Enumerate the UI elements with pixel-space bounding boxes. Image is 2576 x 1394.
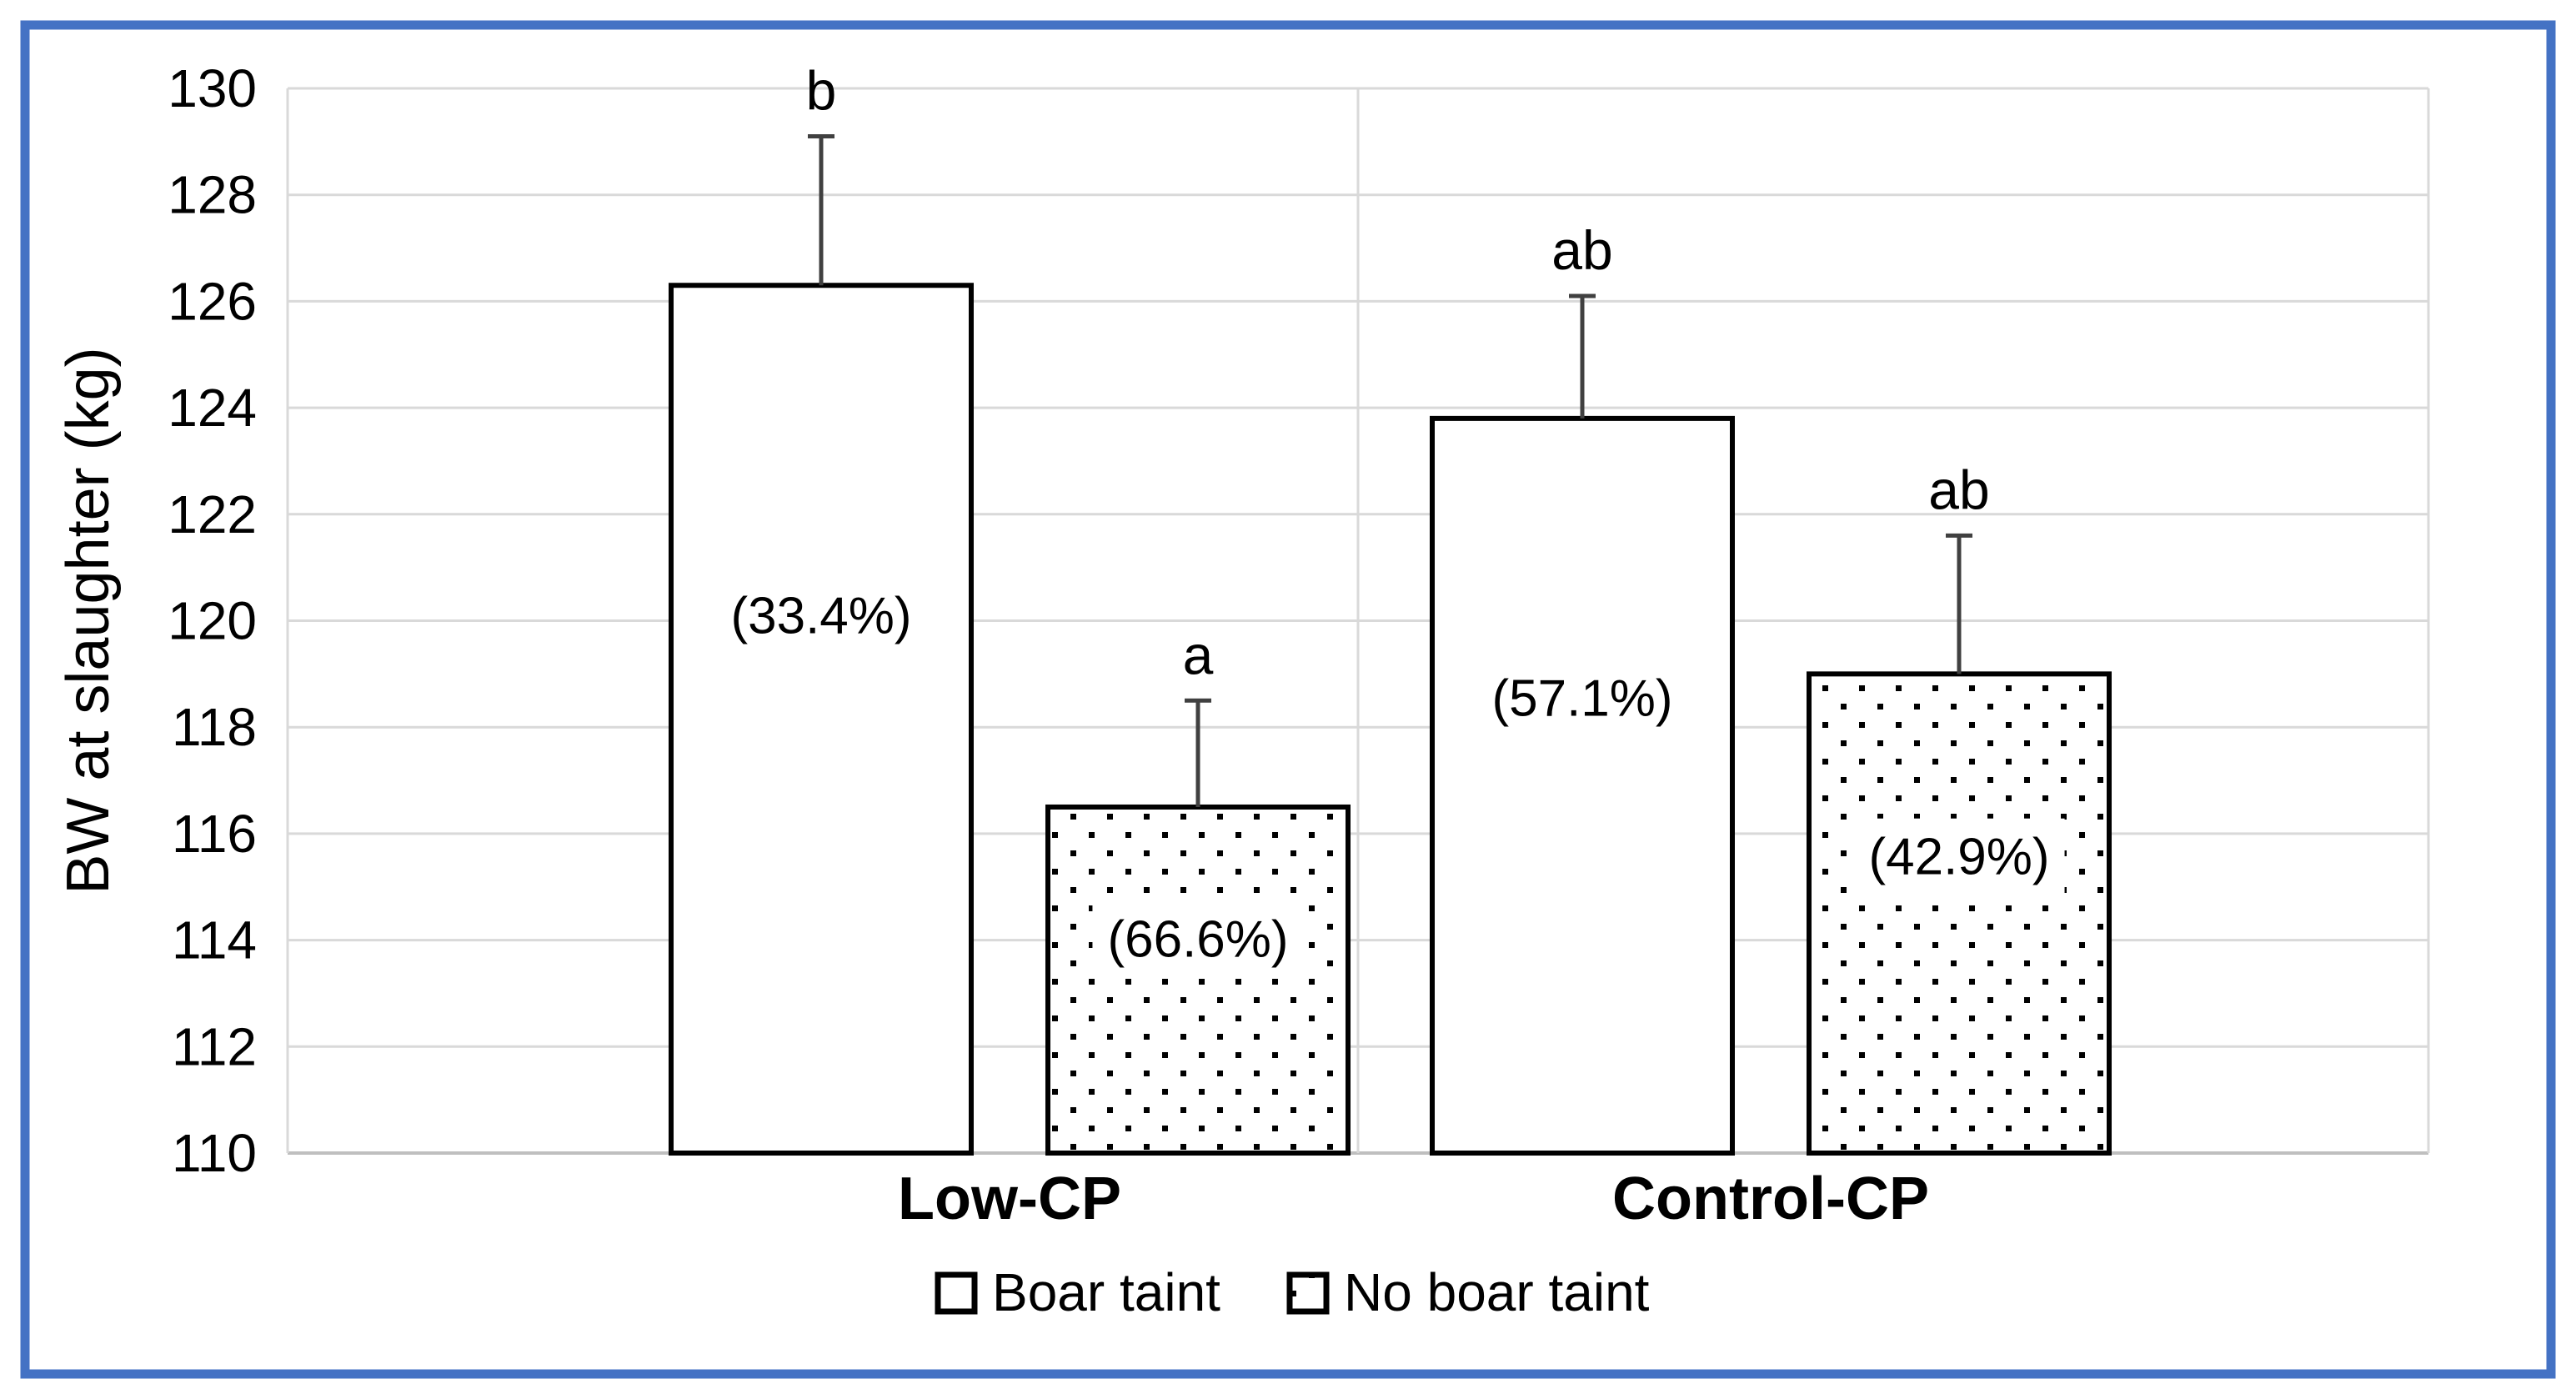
bar-label-low-cp-boar-taint: (33.4%)	[730, 588, 911, 645]
bar-label-background-control-cp-no-boar-taint	[1853, 818, 2065, 896]
sig-letter-control-cp-boar-taint: ab	[1551, 219, 1612, 281]
significance-letters: b a ab ab	[806, 59, 1990, 685]
bar-label-control-cp-boar-taint: (57.1%)	[1491, 670, 1672, 728]
figure-border	[20, 20, 2556, 1379]
bar-low-cp-boar-taint	[669, 283, 974, 1156]
sig-letter-low-cp-no-boar-taint: a	[1183, 624, 1214, 685]
y-tick-label-126: 126	[168, 271, 257, 331]
bar-label-background-control-cp-boar-taint	[1476, 659, 1688, 738]
y-tick-label-114: 114	[172, 910, 257, 970]
legend-swatch-boar-taint	[935, 1271, 978, 1315]
legend-label-no-boar-taint: No boar taint	[1344, 1262, 1650, 1322]
chart-outer-border	[20, 20, 2556, 1379]
y-axis-tick-labels: 110 112 114 116 118 120 122 124 126 128 130	[168, 58, 257, 1183]
y-axis-title-text: BW at slaughter (kg)	[55, 347, 122, 894]
y-tick-label-122: 122	[168, 484, 257, 544]
bar-label-low-cp-no-boar-taint: (66.6%)	[1107, 911, 1288, 969]
error-bars	[808, 133, 1972, 807]
y-tick-label-110: 110	[172, 1123, 257, 1183]
bar-label-background-low-cp-no-boar-taint	[1092, 900, 1304, 979]
bar-label-background-low-cp-boar-taint	[715, 577, 927, 655]
y-tick-label-130: 130	[168, 58, 257, 118]
bar-control-cp-boar-taint	[1430, 415, 1735, 1156]
y-tick-label-128: 128	[168, 165, 257, 225]
category-label-control-cp: Control-CP	[1612, 1166, 1929, 1232]
legend-swatch-no-boar-taint	[1286, 1271, 1330, 1315]
bar-percent-labels: (33.4%) (66.6%) (57.1%) (42.9%)	[715, 577, 2065, 979]
y-axis-title: BW at slaughter (kg)	[55, 347, 122, 894]
bar-label-control-cp-no-boar-taint: (42.9%)	[1868, 829, 2049, 886]
legend-label-boar-taint: Boar taint	[992, 1262, 1220, 1322]
y-tick-label-124: 124	[168, 378, 257, 438]
category-label-low-cp: Low-CP	[898, 1166, 1121, 1232]
y-tick-label-116: 116	[172, 804, 257, 864]
bar-control-cp-no-boar-taint	[1807, 671, 2112, 1156]
sig-letter-low-cp-boar-taint: b	[806, 59, 837, 121]
bars	[669, 283, 2112, 1156]
axis-lines	[286, 88, 2430, 1153]
sig-letter-control-cp-no-boar-taint: ab	[1928, 459, 1989, 520]
legend: Boar taint No boar taint	[935, 1262, 1650, 1322]
category-labels: Low-CP Control-CP	[898, 1166, 1929, 1232]
bar-low-cp-no-boar-taint	[1045, 804, 1351, 1156]
y-tick-label-118: 118	[172, 697, 257, 757]
y-tick-label-112: 112	[172, 1016, 257, 1076]
y-tick-label-120: 120	[168, 591, 257, 651]
